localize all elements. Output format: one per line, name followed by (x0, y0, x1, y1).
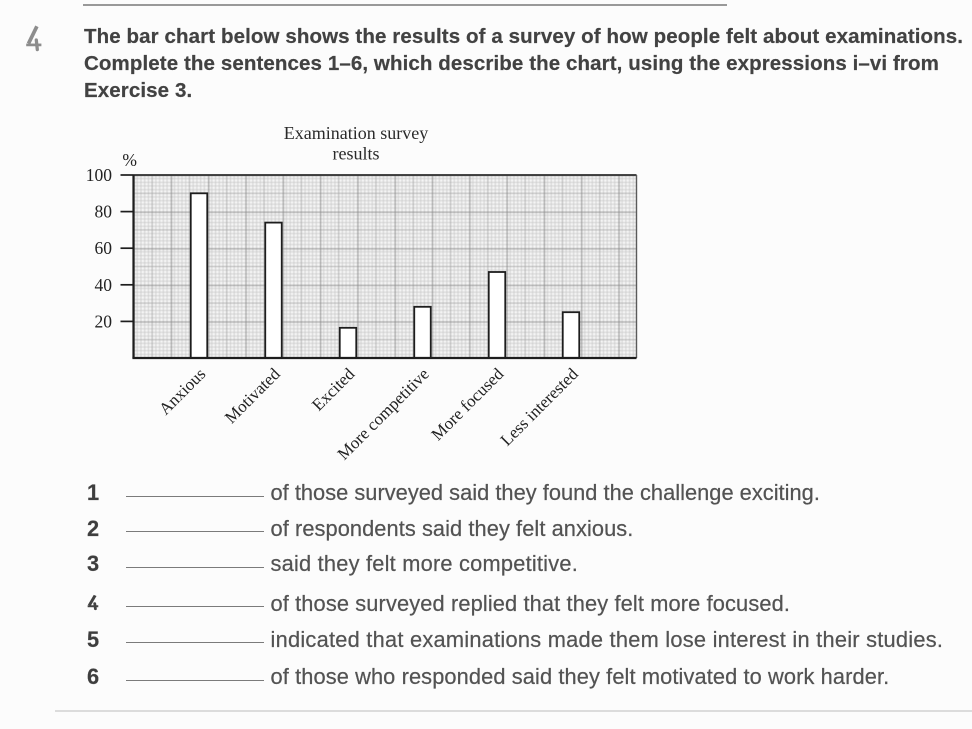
svg-text:Examination survey: Examination survey (284, 123, 428, 143)
svg-text:%: % (122, 150, 137, 170)
svg-text:Less interested: Less interested (497, 364, 583, 450)
svg-text:40: 40 (95, 275, 113, 295)
svg-text:80: 80 (95, 202, 113, 222)
svg-text:20: 20 (95, 311, 113, 331)
svg-text:More focused: More focused (427, 364, 507, 444)
svg-text:100: 100 (86, 165, 113, 185)
svg-text:Anxious: Anxious (155, 364, 209, 418)
svg-text:Excited: Excited (308, 364, 359, 415)
svg-text:Motivated: Motivated (221, 364, 284, 427)
svg-text:results: results (333, 144, 380, 164)
svg-text:60: 60 (95, 238, 113, 258)
